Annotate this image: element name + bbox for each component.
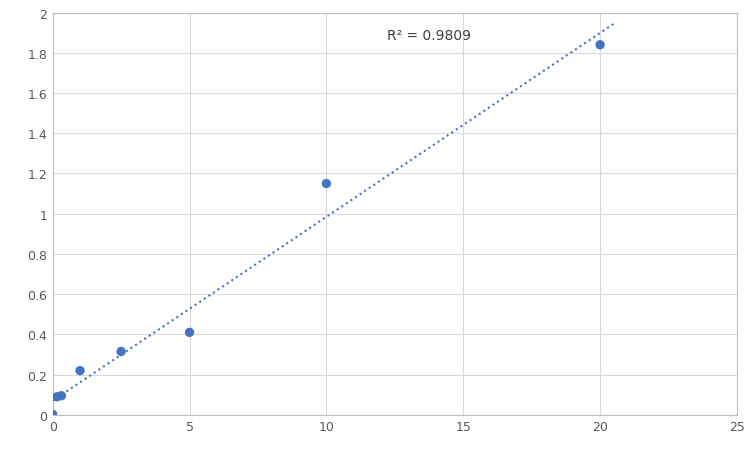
Point	[47, 411, 59, 418]
Point	[594, 42, 606, 49]
Point	[51, 393, 63, 400]
Point	[183, 329, 196, 336]
Text: R² = 0.9809: R² = 0.9809	[387, 29, 471, 42]
Point	[74, 367, 86, 374]
Point	[115, 348, 127, 355]
Point	[320, 180, 332, 188]
Point	[56, 392, 68, 400]
